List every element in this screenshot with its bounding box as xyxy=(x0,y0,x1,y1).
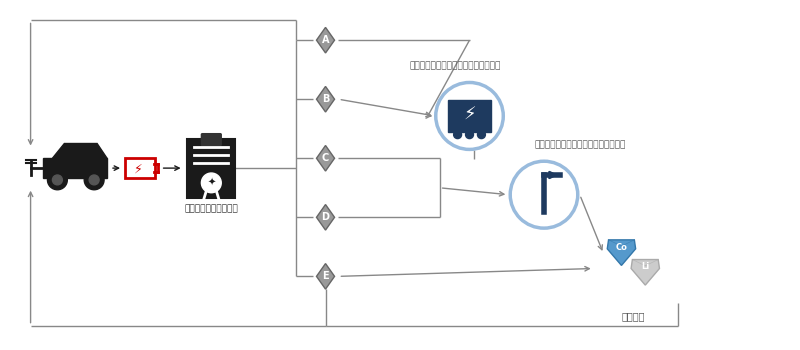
Text: E: E xyxy=(322,271,329,281)
FancyBboxPatch shape xyxy=(202,134,222,146)
Circle shape xyxy=(89,175,99,185)
Polygon shape xyxy=(607,240,636,265)
Circle shape xyxy=(478,131,486,139)
Text: 最適な用途でリユース：蓄電システム: 最適な用途でリユース：蓄電システム xyxy=(410,62,502,71)
Polygon shape xyxy=(317,27,334,53)
FancyBboxPatch shape xyxy=(187,139,235,198)
FancyBboxPatch shape xyxy=(125,158,154,178)
Polygon shape xyxy=(42,158,107,178)
Polygon shape xyxy=(631,260,659,285)
Text: ✦: ✦ xyxy=(207,178,215,188)
Text: D: D xyxy=(322,212,330,222)
Text: 最適なグレーディング: 最適なグレーディング xyxy=(185,204,238,214)
Circle shape xyxy=(53,175,62,185)
Text: 最適な用途でリユース：自律型街路灯: 最適な用途でリユース：自律型街路灯 xyxy=(534,140,626,149)
FancyBboxPatch shape xyxy=(448,100,491,132)
Text: Li: Li xyxy=(641,262,650,271)
Text: A: A xyxy=(322,35,330,45)
Polygon shape xyxy=(317,86,334,112)
Circle shape xyxy=(454,131,462,139)
Circle shape xyxy=(510,161,578,228)
Text: Co: Co xyxy=(615,243,627,252)
Polygon shape xyxy=(317,264,334,289)
Text: B: B xyxy=(322,94,330,104)
Text: C: C xyxy=(322,153,329,163)
Text: ⚡: ⚡ xyxy=(134,163,143,176)
Text: ⚡: ⚡ xyxy=(463,106,476,124)
Circle shape xyxy=(202,173,222,193)
Circle shape xyxy=(47,170,67,190)
Circle shape xyxy=(84,170,104,190)
Polygon shape xyxy=(53,144,107,158)
Circle shape xyxy=(436,83,503,149)
Polygon shape xyxy=(317,204,334,230)
Text: 再資源化: 再資源化 xyxy=(622,311,645,321)
Polygon shape xyxy=(317,146,334,171)
Circle shape xyxy=(466,131,474,139)
